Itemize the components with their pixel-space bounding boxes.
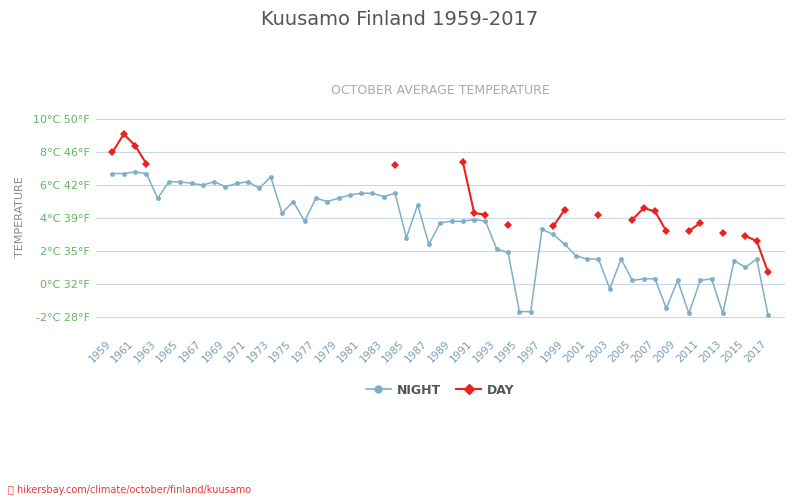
Legend: NIGHT, DAY: NIGHT, DAY bbox=[361, 378, 520, 402]
Text: Kuusamo Finland 1959-2017: Kuusamo Finland 1959-2017 bbox=[262, 10, 538, 29]
Title: OCTOBER AVERAGE TEMPERATURE: OCTOBER AVERAGE TEMPERATURE bbox=[331, 84, 550, 97]
Y-axis label: TEMPERATURE: TEMPERATURE bbox=[15, 176, 25, 256]
Text: 🌐 hikersbay.com/climate/october/finland/kuusamo: 🌐 hikersbay.com/climate/october/finland/… bbox=[8, 485, 251, 495]
